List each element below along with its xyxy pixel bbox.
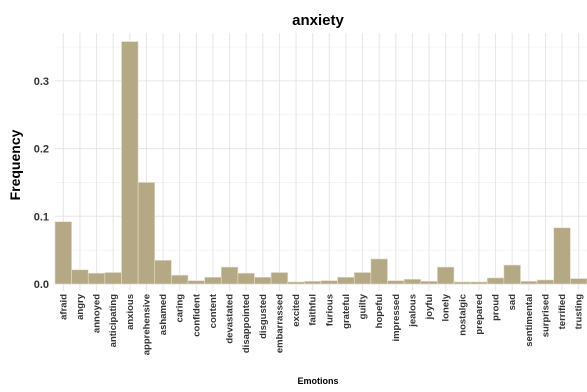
bars [54,41,587,285]
x-tick-label: guilty [358,293,369,319]
x-axis-ticks: afraid angry annoyed anticipating anxious app… [58,293,584,355]
bar-anticipating [104,272,122,285]
bar-angry [71,269,89,285]
x-tick-label: disappointed [241,294,252,353]
bar-annoyed [87,272,106,285]
x-tick-label: annoyed [92,294,103,333]
x-tick-label: furious [324,294,335,326]
x-tick-label: sentimental [524,294,535,347]
y-axis-ticks: 0.0 0.1 0.2 0.3 [34,76,49,291]
bar-trusting [570,278,587,285]
x-tick-label: sad [507,294,518,311]
x-tick-label: devastated [225,294,236,344]
x-tick-label: trusting [574,294,585,330]
x-tick-label: ashamed [158,294,169,335]
y-tick-label: 0.0 [34,279,49,291]
x-tick-label: angry [75,293,86,320]
x-tick-label: nostalgic [457,294,468,336]
bar-lonely [437,266,455,285]
bar-hopeful [370,258,388,285]
x-tick-label: joyful [424,294,435,320]
bar-furious [320,280,338,285]
bar-apprehensive [137,182,156,285]
x-tick-label: embarrassed [274,294,285,353]
x-tick-label: impressed [391,294,402,342]
x-tick-label: anxious [125,294,136,330]
bar-surprised [536,279,555,285]
bar-joyful [420,280,438,285]
x-tick-label: apprehensive [141,294,152,355]
chart-title: anxiety [292,12,344,29]
y-tick-label: 0.1 [34,211,49,223]
x-tick-label: anticipating [108,294,119,348]
bar-ashamed [154,259,172,285]
y-tick-label: 0.3 [34,76,49,88]
x-tick-label: excited [291,294,302,327]
y-tick-label: 0.2 [34,144,49,156]
bar-sad [503,264,521,285]
bar-guilty [353,272,372,285]
bar-nostalgic [453,281,471,285]
bar-proud [486,277,505,285]
bar-afraid [54,221,72,285]
x-tick-label: afraid [58,294,69,320]
bar-grateful [337,276,355,285]
bar-faithful [304,280,322,285]
bar-jealous [403,278,422,285]
x-tick-label: grateful [341,294,352,329]
x-tick-label: proud [491,294,502,321]
bar-disappointed [237,272,255,285]
bar-prepared [470,281,488,285]
bar-disgusted [254,276,272,285]
bar-excited [287,281,305,285]
bar-impressed [387,280,405,285]
y-axis-label: Frequency [7,129,23,200]
x-tick-label: disgusted [258,294,269,339]
x-tick-label: lonely [441,293,452,321]
bar-confident [187,280,205,285]
x-tick-label: prepared [474,294,485,335]
x-axis-label: Emotions [297,376,338,386]
bar-caring [171,274,189,285]
x-tick-label: faithful [308,294,319,326]
x-tick-label: hopeful [374,294,385,328]
bar-terrified [553,227,571,285]
x-tick-label: content [208,293,219,328]
bar-devastated [220,266,239,285]
bar-sentimental [520,280,538,285]
x-tick-label: surprised [540,294,551,337]
x-tick-label: terrified [557,294,568,330]
x-tick-label: jealous [407,294,418,328]
bar-anxious [121,41,139,285]
bar-content [204,276,222,285]
x-tick-label: caring [175,294,186,323]
bar-embarrassed [270,272,289,285]
x-tick-label: confident [191,293,202,337]
